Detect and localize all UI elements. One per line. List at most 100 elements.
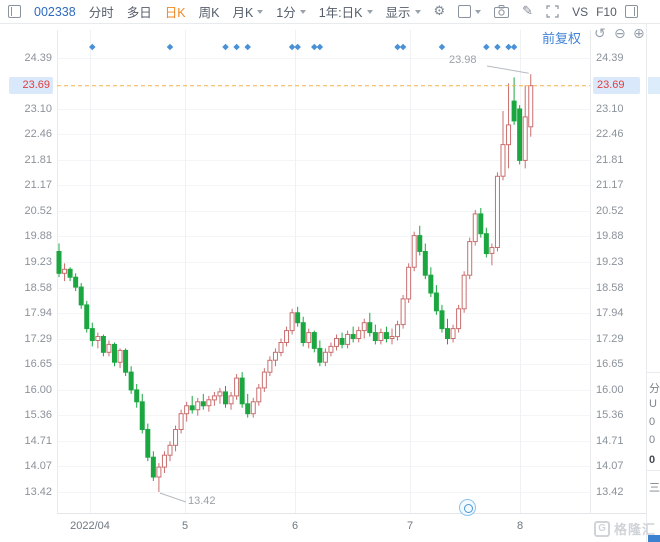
y-axis-label-left: 14.71	[24, 435, 52, 447]
event-marker-diamond[interactable]	[244, 43, 251, 51]
watermark-logo: G	[593, 520, 610, 537]
x-axis-label: 7	[406, 520, 414, 532]
candle-down	[295, 312, 301, 324]
candle-up	[267, 359, 273, 373]
y-axis-label-left: 17.29	[24, 333, 52, 345]
watermark-text: 格隆汇	[613, 522, 656, 537]
tab-daily-k[interactable]: 日K	[164, 6, 186, 20]
y-axis-label-left: 21.81	[24, 154, 52, 166]
y-axis-label-left: 18.58	[24, 282, 52, 294]
vs-button[interactable]: VS	[572, 4, 589, 19]
candle-up	[206, 399, 212, 407]
y-axis-label-left: 24.39	[24, 52, 52, 64]
candle-down	[123, 349, 129, 373]
candle-up	[261, 371, 267, 389]
event-marker-diamond[interactable]	[438, 43, 446, 51]
chevron-down-icon	[257, 9, 264, 14]
candle-up	[256, 387, 262, 403]
candle-up	[161, 454, 167, 468]
candle-down	[300, 322, 306, 344]
y-axis-label-right: 19.23	[596, 256, 624, 268]
event-marker-diamond[interactable]	[311, 43, 318, 51]
y-axis-label-right: 23.10	[596, 103, 624, 115]
tab-monthly-k[interactable]: 月K	[232, 2, 264, 21]
candle-down	[422, 251, 428, 276]
candle-up	[106, 343, 112, 353]
cutoff-blue-bar	[648, 535, 660, 542]
cutoff-panel-text: 三	[649, 482, 660, 494]
candle-down	[223, 391, 228, 405]
candle-up	[278, 342, 284, 353]
tab-minute[interactable]: 分时	[88, 6, 114, 20]
candle-up	[395, 324, 401, 338]
event-marker-diamond[interactable]	[233, 43, 240, 51]
high-annotation-leader	[486, 65, 529, 74]
y-axis-label-right: 15.36	[596, 409, 624, 421]
dropdown-range-period[interactable]: 1年:日K	[319, 2, 373, 21]
panel-toggle-button[interactable]	[8, 5, 21, 18]
dropdown-one-minute[interactable]: 1分	[276, 2, 306, 21]
zoom-in-icon[interactable]: ⊕	[633, 26, 645, 42]
kline-canvas[interactable]	[0, 24, 660, 542]
candle-down	[372, 332, 378, 342]
event-marker-diamond[interactable]	[222, 43, 229, 51]
y-axis-label-right: 17.29	[596, 333, 624, 345]
watermark: G 格隆汇	[593, 519, 656, 538]
announcement-marker-icon[interactable]	[459, 499, 476, 516]
candle-down	[56, 251, 62, 274]
candle-up	[334, 338, 339, 347]
dropdown-display[interactable]: 显示	[386, 2, 421, 21]
candle-up	[228, 395, 234, 405]
candle-down	[73, 276, 79, 288]
screenshot-camera-icon[interactable]	[494, 5, 510, 18]
event-marker-diamond[interactable]	[494, 43, 501, 51]
sidebar-toggle-button[interactable]	[624, 5, 638, 18]
y-axis-label-left: 19.23	[24, 256, 52, 268]
candle-up	[178, 413, 184, 431]
event-marker-diamond[interactable]	[316, 43, 324, 51]
candle-down	[150, 456, 156, 478]
f10-button[interactable]: F10	[596, 4, 617, 19]
candle-down	[89, 328, 95, 342]
event-marker-diamond[interactable]	[288, 43, 296, 51]
x-axis-label: 8	[516, 520, 524, 532]
fullscreen-expand-icon[interactable]	[546, 5, 559, 18]
layout-select-button[interactable]	[458, 5, 482, 18]
candle-down	[445, 328, 450, 340]
event-marker-diamond[interactable]	[166, 43, 174, 51]
candle-down	[511, 100, 517, 122]
candle-up	[195, 401, 201, 411]
event-marker-diamond[interactable]	[399, 43, 407, 51]
candle-down	[245, 403, 251, 415]
y-axis-label-left: 21.17	[24, 179, 52, 191]
y-axis-label-right: 18.58	[596, 282, 624, 294]
y-axis-label-left: 13.42	[24, 486, 52, 498]
cutoff-panel-text: 0	[649, 416, 656, 428]
candle-down	[134, 389, 140, 403]
y-axis-label-right: 21.17	[596, 179, 624, 191]
settings-gear-icon[interactable]: ⚙	[433, 4, 446, 19]
cutoff-highlight-remnant	[648, 77, 660, 94]
y-axis-label-right: 20.52	[596, 205, 624, 217]
symbol-code[interactable]: 002338	[34, 4, 76, 19]
event-marker-diamond[interactable]	[89, 43, 96, 51]
low-price-annotation: 13.42	[188, 495, 216, 507]
event-marker-diamond[interactable]	[394, 43, 401, 51]
adjust-mode-link[interactable]: 前复权	[542, 31, 582, 46]
event-marker-diamond[interactable]	[505, 43, 512, 51]
candle-up	[456, 308, 462, 330]
zoom-out-icon[interactable]: ⊖	[614, 26, 626, 42]
candle-up	[284, 330, 290, 344]
kline-chart-area: 前复权 ↺ ⊖ ⊕ 23.69 23.69 23.98 13.42 G 格隆汇 …	[0, 24, 660, 542]
event-marker-diamond[interactable]	[483, 43, 490, 51]
tab-multiday[interactable]: 多日	[126, 6, 152, 20]
undo-icon[interactable]: ↺	[594, 26, 606, 42]
event-marker-diamond[interactable]	[510, 43, 518, 51]
draw-pencil-icon[interactable]: ✎	[522, 4, 534, 19]
y-axis-label-left: 22.46	[24, 128, 52, 140]
candle-up	[167, 444, 173, 456]
candle-up	[461, 274, 467, 310]
y-axis-label-right: 13.42	[596, 486, 624, 498]
dropdown-range-period-label: 1年:日K	[318, 6, 363, 20]
tab-weekly-k[interactable]: 周K	[198, 6, 220, 20]
